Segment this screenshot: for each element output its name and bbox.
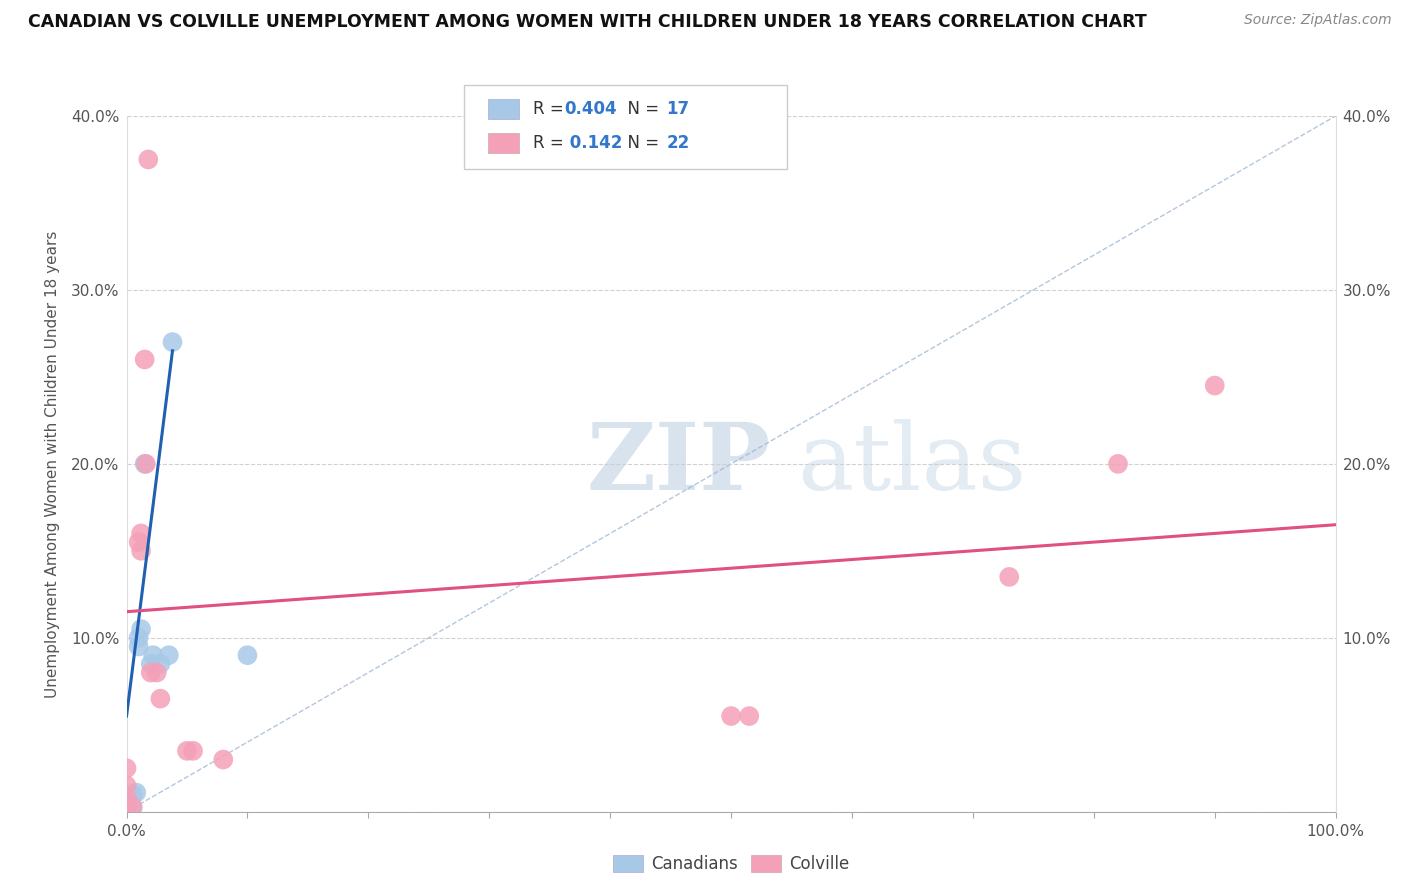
Point	[135, 457, 157, 471]
Text: CANADIAN VS COLVILLE UNEMPLOYMENT AMONG WOMEN WITH CHILDREN UNDER 18 YEARS CORRE: CANADIAN VS COLVILLE UNEMPLOYMENT AMONG …	[28, 13, 1147, 31]
Point	[136, 153, 159, 167]
Point	[115, 761, 138, 775]
Point	[128, 631, 150, 645]
Text: Source: ZipAtlas.com: Source: ZipAtlas.com	[1244, 13, 1392, 28]
Point	[149, 691, 172, 706]
Point	[115, 794, 138, 808]
Point	[236, 648, 259, 662]
Point	[1107, 457, 1129, 471]
Point	[121, 799, 143, 814]
Text: 0.404: 0.404	[564, 100, 616, 118]
Legend: Canadians, Colville: Canadians, Colville	[606, 848, 856, 880]
Point	[139, 657, 162, 671]
Point	[115, 799, 138, 814]
Point	[176, 744, 198, 758]
Point	[212, 753, 235, 767]
Text: R =: R =	[533, 134, 569, 152]
Point	[162, 334, 184, 349]
Point	[115, 779, 138, 793]
Point	[738, 709, 761, 723]
Point	[129, 543, 152, 558]
Text: R =: R =	[533, 100, 569, 118]
Point	[128, 535, 150, 549]
Point	[149, 657, 172, 671]
Text: 0.142: 0.142	[564, 134, 623, 152]
Point	[720, 709, 742, 723]
Point	[115, 803, 138, 817]
Point	[125, 786, 148, 800]
Text: N =: N =	[617, 100, 665, 118]
Point	[128, 640, 150, 654]
Y-axis label: Unemployment Among Women with Children Under 18 years: Unemployment Among Women with Children U…	[45, 230, 60, 698]
Point	[121, 788, 143, 801]
Point	[998, 570, 1021, 584]
Point	[115, 797, 138, 812]
Point	[157, 648, 180, 662]
Point	[146, 665, 169, 680]
Point	[181, 744, 204, 758]
Point	[129, 526, 152, 541]
Point	[1204, 378, 1226, 392]
Point	[115, 790, 138, 805]
Text: 17: 17	[666, 100, 689, 118]
Point	[134, 352, 156, 367]
Text: 22: 22	[666, 134, 690, 152]
Text: atlas: atlas	[797, 419, 1026, 508]
Point	[142, 648, 165, 662]
Text: N =: N =	[617, 134, 665, 152]
Point	[139, 665, 162, 680]
Point	[115, 801, 138, 815]
Text: ZIP: ZIP	[586, 419, 770, 508]
Point	[129, 622, 152, 636]
Point	[121, 801, 143, 815]
Point	[134, 457, 156, 471]
